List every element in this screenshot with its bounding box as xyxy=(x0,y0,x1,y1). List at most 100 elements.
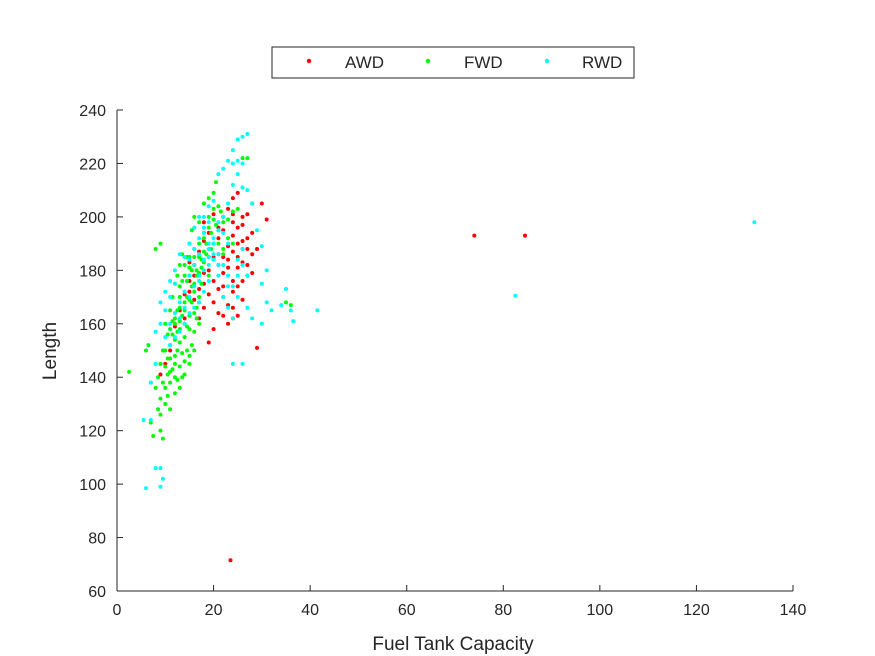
data-point xyxy=(279,303,284,308)
data-point xyxy=(250,201,255,206)
data-point xyxy=(216,228,221,233)
data-point xyxy=(226,158,231,163)
y-tick-label: 80 xyxy=(88,531,106,548)
data-point xyxy=(168,295,173,300)
data-point xyxy=(235,257,240,262)
data-point xyxy=(175,273,180,278)
data-point xyxy=(172,391,177,396)
data-point xyxy=(216,241,221,246)
data-point xyxy=(240,222,245,227)
data-point xyxy=(199,265,204,270)
data-point xyxy=(153,466,158,471)
data-point xyxy=(288,308,293,313)
series-rwd xyxy=(141,132,757,491)
data-point xyxy=(211,279,216,284)
data-point xyxy=(291,319,296,324)
data-point xyxy=(240,246,245,251)
data-point xyxy=(175,377,180,382)
data-point xyxy=(194,316,199,321)
data-point xyxy=(513,293,518,298)
data-point xyxy=(168,348,173,353)
data-point xyxy=(163,321,168,326)
data-point xyxy=(245,156,250,161)
data-point xyxy=(269,308,274,313)
data-point xyxy=(235,241,240,246)
data-point xyxy=(259,321,264,326)
data-point xyxy=(206,254,211,259)
data-point xyxy=(235,137,240,142)
data-point xyxy=(235,295,240,300)
data-point xyxy=(206,225,211,230)
y-tick-label: 160 xyxy=(79,317,106,334)
data-point xyxy=(221,313,226,318)
data-point xyxy=(192,254,197,259)
data-point xyxy=(197,273,202,278)
data-point xyxy=(226,236,231,241)
data-point xyxy=(206,292,211,297)
data-point xyxy=(206,214,211,219)
data-point xyxy=(197,321,202,326)
data-point xyxy=(235,284,240,289)
data-point xyxy=(204,252,209,257)
x-tick-label: 120 xyxy=(683,602,710,619)
data-point xyxy=(182,254,187,259)
data-point xyxy=(165,332,170,337)
data-point xyxy=(201,225,206,230)
legend-marker-awd xyxy=(306,58,312,64)
data-point xyxy=(259,281,264,286)
data-point xyxy=(211,300,216,305)
legend-marker-rwd xyxy=(544,58,550,64)
data-point xyxy=(170,319,175,324)
data-point xyxy=(158,466,163,471)
data-point xyxy=(226,305,231,310)
data-point xyxy=(158,372,163,377)
data-point xyxy=(201,214,206,219)
data-point xyxy=(221,220,226,225)
data-point xyxy=(255,228,260,233)
data-point xyxy=(221,284,226,289)
data-point xyxy=(230,289,235,294)
data-point xyxy=(172,335,177,340)
data-point xyxy=(240,238,245,243)
data-point xyxy=(182,359,187,364)
data-point xyxy=(201,305,206,310)
data-point xyxy=(197,300,202,305)
data-point xyxy=(177,305,182,310)
data-point xyxy=(192,329,197,334)
data-point xyxy=(192,305,197,310)
data-point xyxy=(182,321,187,326)
data-point xyxy=(259,201,264,206)
data-point xyxy=(148,417,153,422)
data-point xyxy=(240,156,245,161)
data-point xyxy=(163,335,168,340)
data-point xyxy=(216,220,221,225)
data-point xyxy=(182,335,187,340)
data-point xyxy=(185,279,190,284)
data-point xyxy=(197,236,202,241)
data-point xyxy=(172,375,177,380)
data-point xyxy=(165,393,170,398)
data-point xyxy=(245,262,250,267)
x-tick-label: 40 xyxy=(301,602,319,619)
data-point xyxy=(197,252,202,257)
data-point xyxy=(240,262,245,267)
data-point xyxy=(245,236,250,241)
data-point xyxy=(264,268,269,273)
data-point xyxy=(211,190,216,195)
data-point xyxy=(230,279,235,284)
data-point xyxy=(235,172,240,177)
data-point xyxy=(216,287,221,292)
data-point xyxy=(206,279,211,284)
data-point xyxy=(180,375,185,380)
data-point xyxy=(209,230,214,235)
data-point xyxy=(168,321,173,326)
data-point xyxy=(187,311,192,316)
data-point xyxy=(216,172,221,177)
data-point xyxy=(230,361,235,366)
legend-marker-fwd xyxy=(425,58,431,64)
data-point xyxy=(168,343,173,348)
data-point xyxy=(153,246,158,251)
data-point xyxy=(201,268,206,273)
data-point xyxy=(230,148,235,153)
data-point xyxy=(175,348,180,353)
